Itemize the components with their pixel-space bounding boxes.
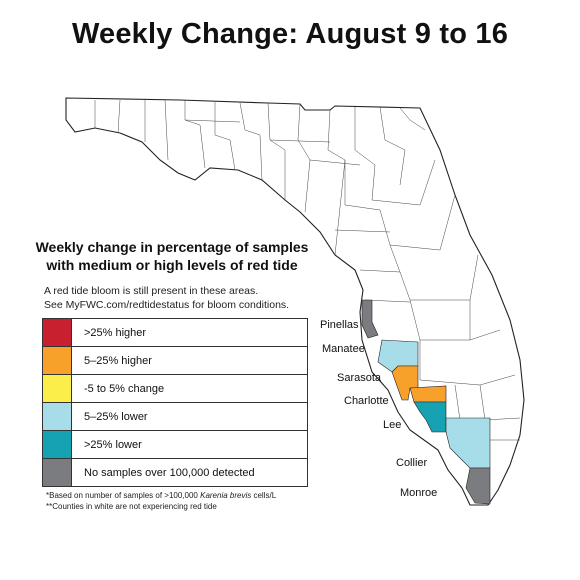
legend-table: >25% higher 5–25% higher -5 to 5% change… [42,318,308,487]
legend-swatch [43,347,72,374]
legend-title: Weekly change in percentage of samples w… [22,238,322,274]
legend-label: 5–25% higher [84,354,152,367]
footnote-2: **Counties in white are not experiencing… [46,502,217,511]
legend-label: 5–25% lower [84,410,148,423]
legend-row: 5–25% higher [43,346,307,374]
label-sarasota: Sarasota [337,372,382,384]
label-lee: Lee [383,419,401,431]
legend-row: -5 to 5% change [43,374,307,402]
legend-swatch [43,431,72,458]
county-monroe [465,467,491,505]
legend-swatch [43,319,72,346]
legend-swatch [43,403,72,430]
legend-note-line1: A red tide bloom is still present in the… [44,285,259,297]
map-title: Weekly Change: August 9 to 16 [71,18,509,50]
county-charlotte [409,385,447,403]
footnote-1: *Based on number of samples of >100,000 … [46,490,306,501]
legend-row: >25% higher [43,319,307,346]
legend-title-line2: with medium or high levels of red tide [46,257,298,273]
legend-note: A red tide bloom is still present in the… [44,284,304,312]
legend-swatch [43,459,72,486]
legend-swatch [43,375,72,402]
county-collier [445,417,491,469]
legend-label: >25% lower [84,438,142,451]
legend-row: No samples over 100,000 detected [43,458,307,486]
label-monroe: Monroe [400,487,437,499]
footnote-1-text: *Based on number of samples of >100,000 [46,491,201,500]
legend-note-line2: See MyFWC.com/redtidestatus for bloom co… [44,299,290,311]
legend-label: No samples over 100,000 detected [84,466,255,479]
footnotes: *Based on number of samples of >100,000 … [46,490,306,512]
county-lee [413,401,447,433]
footnote-1-species: Karenia brevis [200,491,252,500]
county-pinellas [361,299,379,339]
legend-row: >25% lower [43,430,307,458]
footnote-1-unit: cells/L [251,491,277,500]
county-lines [94,99,521,441]
florida-outline [65,97,525,506]
legend-row: 5–25% lower [43,402,307,430]
label-pinellas: Pinellas [320,319,359,331]
legend-label: >25% higher [84,326,147,339]
label-charlotte: Charlotte [344,395,389,407]
label-collier: Collier [396,457,428,469]
legend-label: -5 to 5% change [84,382,165,395]
legend-title-line1: Weekly change in percentage of samples [35,239,309,255]
label-manatee: Manatee [322,343,365,355]
